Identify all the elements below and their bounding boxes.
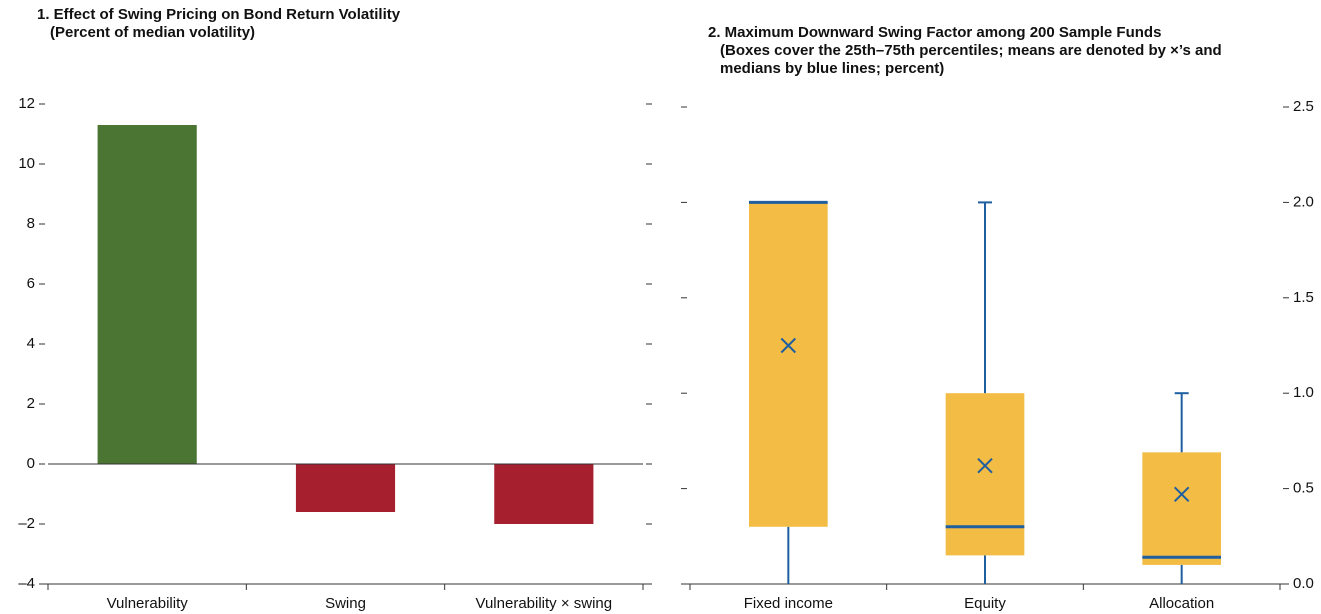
mean-marker [1173,486,1190,503]
x-tick-label: Allocation [1149,595,1214,612]
bar [295,464,396,512]
chart-title: 1. Effect of Swing Pricing on Bond Retur… [37,6,401,23]
x-tick-label: Vulnerability [107,595,189,612]
y-tick-label: 2 [27,395,35,412]
y-tick-label: 8 [27,215,35,232]
bar [97,125,197,464]
box [1142,452,1221,565]
x-tick-label: Swing [325,595,366,612]
chart-subtitle: (Boxes cover the 25th–75th percentiles; … [720,42,1222,77]
mean-marker [977,457,993,474]
mean-marker [780,337,797,354]
y-tick-label: –2 [18,515,35,532]
y-tick-label: 1.5 [1293,289,1314,306]
y-tick-label: 12 [18,95,35,112]
bar [494,464,594,524]
y-tick-label: 1.0 [1293,384,1314,401]
y-tick-label: –4 [18,575,35,592]
x-tick-label: Fixed income [744,595,833,612]
chart-title: 2. Maximum Downward Swing Factor among 2… [708,24,1162,41]
y-tick-label: 10 [18,155,35,172]
y-tick-label: 0.5 [1293,480,1314,497]
y-tick-label: 2.0 [1293,193,1314,210]
y-tick-label: 0.0 [1293,575,1314,592]
box [945,393,1025,556]
chart-subtitle: (Percent of median volatility) [50,24,256,41]
y-tick-label: 4 [27,335,35,352]
y-tick-label: 6 [27,275,35,292]
x-tick-label: Vulnerability × swing [476,595,613,612]
y-tick-label: 0 [27,455,35,472]
box [749,202,828,527]
x-tick-label: Equity [964,595,1006,612]
y-tick-label: 2.5 [1293,98,1314,115]
